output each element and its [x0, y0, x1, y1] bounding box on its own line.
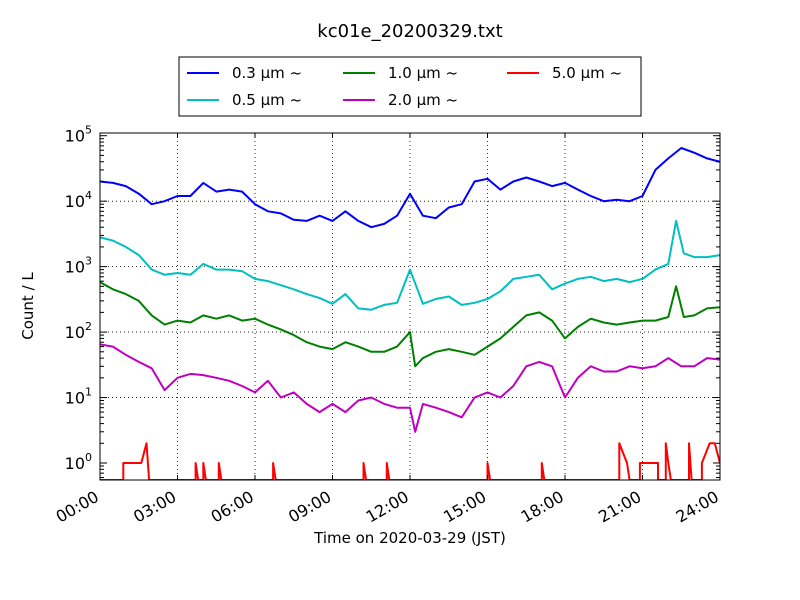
y-tick-label: 101: [65, 386, 92, 408]
series-line-4: [100, 442, 720, 480]
x-tick-label: 09:00: [285, 487, 334, 527]
y-axis-label: Count / L: [19, 272, 37, 340]
y-tick-label: 103: [65, 255, 92, 277]
x-axis-label: Time on 2020-03-29 (JST): [313, 529, 506, 547]
x-tick-label: 15:00: [440, 487, 489, 527]
x-tick-label: 12:00: [363, 487, 412, 527]
legend-label: 0.3 μm ~: [232, 64, 302, 82]
series-line-1: [100, 219, 720, 311]
x-tick-label: 06:00: [208, 487, 257, 527]
series-line-0: [100, 147, 720, 229]
y-tick-label: 104: [65, 189, 92, 211]
y-tick-label: 100: [65, 451, 92, 473]
grid-lines: [100, 133, 720, 480]
legend-label: 1.0 μm ~: [388, 64, 458, 82]
x-tick-label: 21:00: [595, 487, 644, 527]
x-tick-label: 18:00: [518, 487, 567, 527]
legend-box: [178, 56, 642, 117]
series-line-2: [100, 281, 720, 368]
chart-title: kc01e_20200329.txt: [317, 21, 502, 42]
legend-label: 2.0 μm ~: [388, 91, 458, 109]
y-axis: 100 101 102 103 104 105: [65, 124, 720, 479]
legend-label: 5.0 μm ~: [552, 64, 622, 82]
series-line-3: [100, 343, 720, 433]
x-tick-label: 03:00: [130, 487, 179, 527]
legend-label: 0.5 μm ~: [232, 91, 302, 109]
y-tick-label: 102: [65, 320, 92, 342]
series-layer: [100, 147, 720, 480]
y-tick-label: 105: [65, 124, 92, 146]
x-tick-label: 24:00: [673, 487, 722, 527]
x-tick-label: 00:00: [53, 487, 102, 527]
legend: 0.3 μm ~ 1.0 μm ~ 5.0 μm ~ 0.5 μm ~ 2.0 μm ~: [178, 56, 642, 117]
